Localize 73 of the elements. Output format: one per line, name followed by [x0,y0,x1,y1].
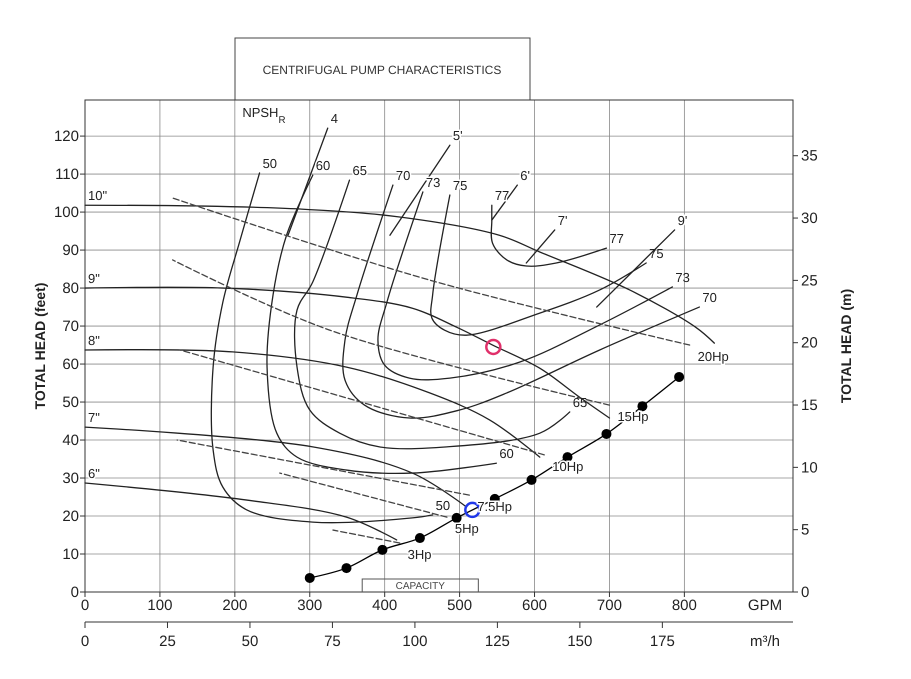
y-tick-label: 20 [62,508,79,526]
x-tick-label: 300 [297,597,322,614]
text: 73 [675,270,690,285]
y2-tick-label: 30 [801,210,818,228]
y-tick-label: 40 [62,432,79,450]
series-label: 3Hp [408,546,432,562]
y2-axis-title: TOTAL HEAD (m) [838,288,854,404]
y-tick-label: 0 [70,584,79,601]
x2-axis-title: m³/h [750,633,780,650]
y2-tick-label: 5 [801,522,810,539]
series-label: 8" [88,332,100,348]
text: 60 [499,446,514,462]
series-label: 75 [452,178,468,193]
y-tick-label: 60 [62,356,79,374]
text: 77 [609,231,624,246]
y2-tick-label: 15 [801,397,818,414]
y2-tick-label: 20 [801,334,818,352]
series-label: 73 [426,174,440,190]
series-label: 50 [262,156,278,171]
series-label: 65 [352,163,367,178]
x2-tick-label: 25 [159,633,176,650]
series-label: 4 [330,111,338,126]
series-label: 10" [88,188,108,204]
series-label: 5' [452,128,463,144]
x-tick-label: 500 [447,597,472,614]
series-label: 60 [316,158,330,174]
y2-tick-label: 0 [801,584,810,601]
y-tick-label: 80 [62,280,79,298]
series-label: 6' [520,168,530,184]
text: 50 [436,498,450,513]
series-label: 7" [88,410,100,426]
y2-tick-label: 35 [801,148,818,165]
x2-tick-label: 100 [402,633,428,650]
x2-tick-label: 0 [80,633,90,650]
x2-tick-label: 175 [650,633,675,650]
x-tick-label: 200 [222,597,248,614]
x-tick-label: 600 [522,597,548,614]
series-label: 10Hp [552,458,584,474]
x-tick-label: 0 [80,597,90,614]
series-label: 77 [494,188,510,204]
series-label: 5Hp [454,521,479,536]
y-tick-label: 70 [62,318,79,336]
x-axis-title: GPM [748,597,782,614]
y-tick-label: 110 [55,166,79,184]
x-tick-label: 800 [672,597,697,614]
y-tick-label: 50 [62,394,79,412]
series-label: 7' [558,212,568,228]
chart-title: CENTRIFUGAL PUMP CHARACTERISTICS [262,63,502,77]
series-label: 70 [396,168,410,184]
x-tick-label: 400 [372,597,398,614]
y2-tick-label: 25 [801,272,818,290]
series-label: 9' [678,212,688,228]
y-tick-label: 100 [54,204,79,222]
text: 65 [572,394,588,410]
x2-tick-label: 150 [567,633,592,650]
y2-tick-label: 10 [801,459,818,476]
y-tick-label: 30 [62,470,79,488]
annotation: CAPACITY [396,581,446,592]
y-tick-label: 120 [54,128,79,146]
x-tick-label: 700 [596,597,622,614]
x-tick-label: 100 [147,597,172,614]
annotation: NPSH$_{R}$ [242,105,286,126]
x2-tick-label: 50 [242,633,258,650]
text: 75 [649,246,664,261]
series-label: 20Hp [698,349,729,364]
y-tick-label: 10 [62,546,79,564]
text: 70 [702,290,717,306]
y-tick-label: 90 [62,242,79,260]
x2-tick-label: 75 [324,633,341,650]
series-label: 6" [88,466,100,481]
y-axis-title: TOTAL HEAD (feet) [32,282,48,410]
series-label: 9" [88,271,100,286]
x2-tick-label: 125 [484,633,510,650]
